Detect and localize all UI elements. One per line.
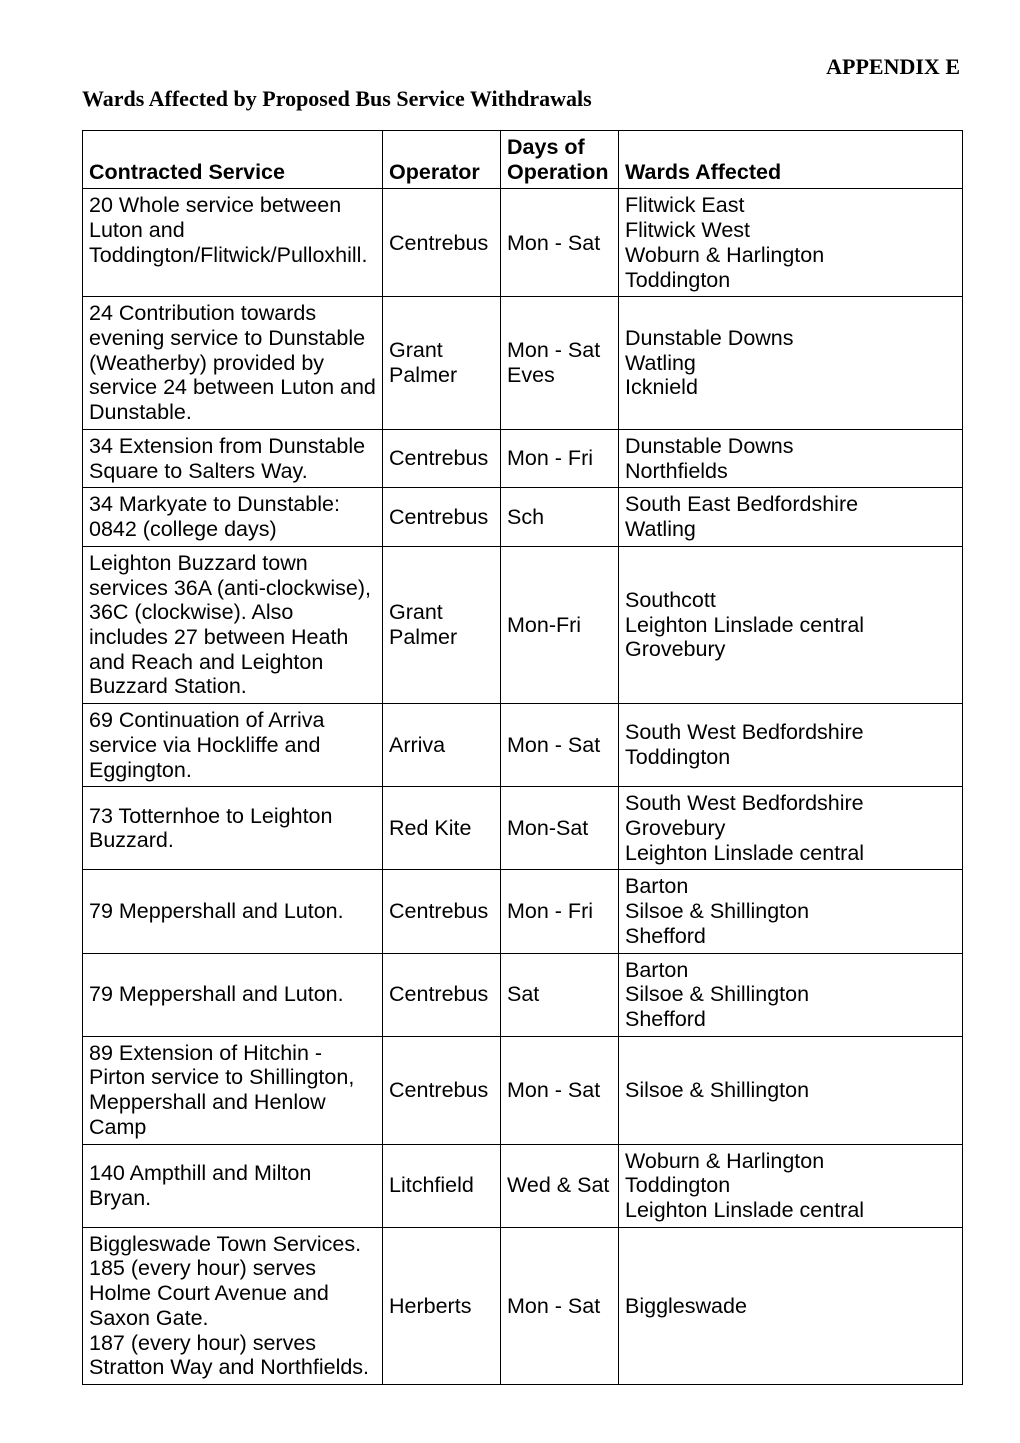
page: APPENDIX E Wards Affected by Proposed Bu… bbox=[0, 0, 1020, 1385]
cell-days-of-operation: Mon - Fri bbox=[501, 870, 619, 953]
cell-contracted-service: 34 Markyate to Dunstable: 0842 (college … bbox=[83, 488, 383, 546]
cell-contracted-service: 20 Whole service between Luton and Toddi… bbox=[83, 189, 383, 297]
table-row: 34 Extension from Dunstable Square to Sa… bbox=[83, 429, 963, 487]
cell-contracted-service: Leighton Buzzard town services 36A (anti… bbox=[83, 546, 383, 703]
cell-wards-affected: SouthcottLeighton Linslade centralGroveb… bbox=[619, 546, 963, 703]
table-header-row: Contracted Service Operator Days of Oper… bbox=[83, 131, 963, 189]
cell-wards-affected: Dunstable DownsNorthfields bbox=[619, 429, 963, 487]
cell-contracted-service: 79 Meppershall and Luton. bbox=[83, 870, 383, 953]
cell-operator: Red Kite bbox=[383, 787, 501, 870]
cell-operator: Centrebus bbox=[383, 189, 501, 297]
cell-days-of-operation: Wed & Sat bbox=[501, 1144, 619, 1227]
col-wards-affected: Wards Affected bbox=[619, 131, 963, 189]
cell-days-of-operation: Sat bbox=[501, 953, 619, 1036]
col-operator: Operator bbox=[383, 131, 501, 189]
cell-days-of-operation: Mon - Sat bbox=[501, 189, 619, 297]
cell-wards-affected: South East BedfordshireWatling bbox=[619, 488, 963, 546]
cell-operator: Litchfield bbox=[383, 1144, 501, 1227]
cell-wards-affected: Silsoe & Shillington bbox=[619, 1036, 963, 1144]
cell-days-of-operation: Mon - Sat bbox=[501, 1227, 619, 1384]
appendix-label: APPENDIX E bbox=[60, 54, 960, 80]
cell-wards-affected: Woburn & HarlingtonToddingtonLeighton Li… bbox=[619, 1144, 963, 1227]
cell-operator: Grant Palmer bbox=[383, 297, 501, 430]
cell-contracted-service: Biggleswade Town Services. 185 (every ho… bbox=[83, 1227, 383, 1384]
cell-wards-affected: South West BedfordshireGroveburyLeighton… bbox=[619, 787, 963, 870]
cell-days-of-operation: Mon - Fri bbox=[501, 429, 619, 487]
cell-wards-affected: BartonSilsoe & ShillingtonShefford bbox=[619, 870, 963, 953]
table-row: 140 Ampthill and Milton Bryan.Litchfield… bbox=[83, 1144, 963, 1227]
table-row: 24 Contribution towards evening service … bbox=[83, 297, 963, 430]
col-days-line2: Operation bbox=[507, 160, 609, 184]
col-days-of-operation: Days of Operation bbox=[501, 131, 619, 189]
cell-operator: Centrebus bbox=[383, 488, 501, 546]
cell-contracted-service: 89 Extension of Hitchin - Pirton service… bbox=[83, 1036, 383, 1144]
table-row: 34 Markyate to Dunstable: 0842 (college … bbox=[83, 488, 963, 546]
cell-days-of-operation: Sch bbox=[501, 488, 619, 546]
cell-contracted-service: 24 Contribution towards evening service … bbox=[83, 297, 383, 430]
cell-wards-affected: Dunstable DownsWatlingIcknield bbox=[619, 297, 963, 430]
cell-operator: Centrebus bbox=[383, 1036, 501, 1144]
cell-days-of-operation: Mon - Sat bbox=[501, 1036, 619, 1144]
cell-days-of-operation: Mon - Sat Eves bbox=[501, 297, 619, 430]
cell-wards-affected: Flitwick EastFlitwick WestWoburn & Harli… bbox=[619, 189, 963, 297]
table-row: 89 Extension of Hitchin - Pirton service… bbox=[83, 1036, 963, 1144]
col-days-line1: Days of bbox=[507, 135, 585, 159]
cell-contracted-service: 69 Continuation of Arriva service via Ho… bbox=[83, 704, 383, 787]
table-row: 79 Meppershall and Luton.CentrebusMon - … bbox=[83, 870, 963, 953]
cell-operator: Grant Palmer bbox=[383, 546, 501, 703]
page-title: Wards Affected by Proposed Bus Service W… bbox=[82, 86, 960, 112]
cell-contracted-service: 79 Meppershall and Luton. bbox=[83, 953, 383, 1036]
cell-contracted-service: 73 Totternhoe to Leighton Buzzard. bbox=[83, 787, 383, 870]
cell-contracted-service: 34 Extension from Dunstable Square to Sa… bbox=[83, 429, 383, 487]
cell-days-of-operation: Mon - Sat bbox=[501, 704, 619, 787]
table-row: 20 Whole service between Luton and Toddi… bbox=[83, 189, 963, 297]
table-row: Leighton Buzzard town services 36A (anti… bbox=[83, 546, 963, 703]
cell-days-of-operation: Mon-Sat bbox=[501, 787, 619, 870]
cell-operator: Centrebus bbox=[383, 429, 501, 487]
table-row: 73 Totternhoe to Leighton Buzzard.Red Ki… bbox=[83, 787, 963, 870]
cell-wards-affected: South West BedfordshireToddington bbox=[619, 704, 963, 787]
cell-operator: Centrebus bbox=[383, 953, 501, 1036]
table-row: 69 Continuation of Arriva service via Ho… bbox=[83, 704, 963, 787]
cell-wards-affected: BartonSilsoe & ShillingtonShefford bbox=[619, 953, 963, 1036]
cell-contracted-service: 140 Ampthill and Milton Bryan. bbox=[83, 1144, 383, 1227]
table-row: 79 Meppershall and Luton.CentrebusSatBar… bbox=[83, 953, 963, 1036]
cell-operator: Centrebus bbox=[383, 870, 501, 953]
cell-days-of-operation: Mon-Fri bbox=[501, 546, 619, 703]
col-contracted-service: Contracted Service bbox=[83, 131, 383, 189]
withdrawals-table: Contracted Service Operator Days of Oper… bbox=[82, 130, 963, 1385]
cell-operator: Arriva bbox=[383, 704, 501, 787]
table-row: Biggleswade Town Services. 185 (every ho… bbox=[83, 1227, 963, 1384]
cell-wards-affected: Biggleswade bbox=[619, 1227, 963, 1384]
cell-operator: Herberts bbox=[383, 1227, 501, 1384]
